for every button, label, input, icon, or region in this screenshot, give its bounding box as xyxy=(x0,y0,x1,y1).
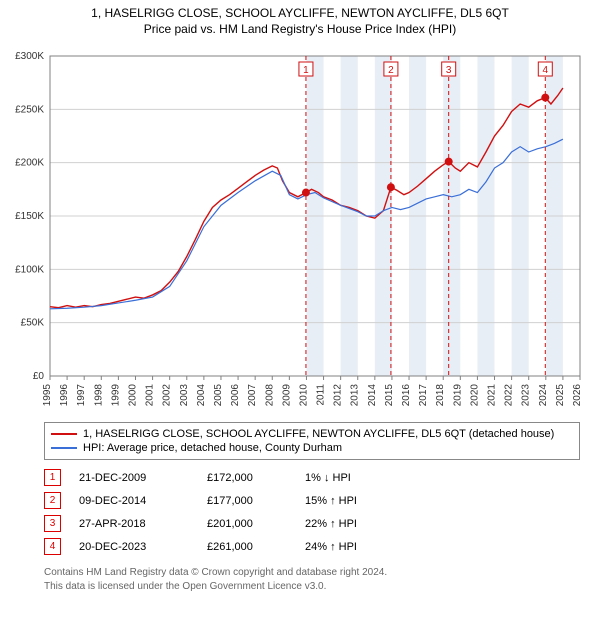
svg-text:1998: 1998 xyxy=(93,384,104,407)
svg-text:2011: 2011 xyxy=(316,384,327,406)
svg-text:2005: 2005 xyxy=(213,384,224,407)
transaction-price: £261,000 xyxy=(207,541,287,553)
transactions-table: 1 21-DEC-2009 £172,000 1% ↓ HPI 2 09-DEC-2014… xyxy=(44,466,580,558)
svg-text:2014: 2014 xyxy=(367,384,378,407)
svg-text:1999: 1999 xyxy=(110,384,121,407)
footer-line-1: Contains HM Land Registry data © Crown c… xyxy=(44,566,580,580)
legend-label: 1, HASELRIGG CLOSE, SCHOOL AYCLIFFE, NEW… xyxy=(83,428,554,440)
svg-text:2021: 2021 xyxy=(487,384,498,407)
svg-text:2: 2 xyxy=(388,65,394,76)
transaction-date: 09-DEC-2014 xyxy=(79,495,189,507)
transaction-vs-hpi: 15% ↑ HPI xyxy=(305,495,415,507)
svg-text:1996: 1996 xyxy=(59,384,70,407)
svg-text:2026: 2026 xyxy=(572,384,583,407)
svg-text:2009: 2009 xyxy=(281,384,292,407)
footer-attribution: Contains HM Land Registry data © Crown c… xyxy=(44,566,580,601)
svg-text:2007: 2007 xyxy=(247,384,258,407)
svg-text:2012: 2012 xyxy=(333,384,344,407)
transaction-price: £201,000 xyxy=(207,518,287,530)
svg-text:£50K: £50K xyxy=(21,318,45,329)
legend-swatch xyxy=(51,433,77,435)
svg-text:2008: 2008 xyxy=(264,384,275,407)
transaction-date: 21-DEC-2009 xyxy=(79,472,189,484)
svg-text:2004: 2004 xyxy=(196,384,207,407)
svg-text:1997: 1997 xyxy=(76,384,87,407)
transaction-price: £177,000 xyxy=(207,495,287,507)
transaction-vs-hpi: 24% ↑ HPI xyxy=(305,541,415,553)
svg-text:2017: 2017 xyxy=(418,384,429,407)
svg-text:2006: 2006 xyxy=(230,384,241,407)
legend-item: HPI: Average price, detached house, Coun… xyxy=(51,441,573,455)
legend-item: 1, HASELRIGG CLOSE, SCHOOL AYCLIFFE, NEW… xyxy=(51,427,573,441)
svg-text:2010: 2010 xyxy=(298,384,309,407)
title-address: 1, HASELRIGG CLOSE, SCHOOL AYCLIFFE, NEW… xyxy=(10,6,590,20)
svg-text:£100K: £100K xyxy=(15,264,44,275)
svg-text:1: 1 xyxy=(303,65,309,76)
svg-text:2022: 2022 xyxy=(504,384,515,407)
svg-text:2023: 2023 xyxy=(521,384,532,407)
transaction-row: 3 27-APR-2018 £201,000 22% ↑ HPI xyxy=(44,512,580,535)
transaction-index: 3 xyxy=(44,515,61,532)
svg-text:2020: 2020 xyxy=(469,384,480,407)
svg-text:2025: 2025 xyxy=(555,384,566,407)
transaction-date: 20-DEC-2023 xyxy=(79,541,189,553)
svg-text:£200K: £200K xyxy=(15,158,44,169)
svg-text:£250K: £250K xyxy=(15,104,44,115)
svg-text:2003: 2003 xyxy=(179,384,190,407)
svg-text:£300K: £300K xyxy=(15,51,44,62)
transaction-date: 27-APR-2018 xyxy=(79,518,189,530)
transaction-index: 1 xyxy=(44,469,61,486)
svg-text:2024: 2024 xyxy=(538,384,549,407)
svg-text:2019: 2019 xyxy=(452,384,463,407)
svg-text:2002: 2002 xyxy=(162,384,173,407)
svg-text:2015: 2015 xyxy=(384,384,395,407)
svg-text:1995: 1995 xyxy=(42,384,53,407)
svg-text:3: 3 xyxy=(446,65,452,76)
transaction-row: 1 21-DEC-2009 £172,000 1% ↓ HPI xyxy=(44,466,580,489)
price-chart: £0 £50K £100K £150K £200K £250K £300K 1995 1996 1… xyxy=(0,38,600,418)
transaction-vs-hpi: 22% ↑ HPI xyxy=(305,518,415,530)
svg-text:4: 4 xyxy=(543,65,549,76)
transaction-index: 4 xyxy=(44,538,61,555)
transaction-row: 2 09-DEC-2014 £177,000 15% ↑ HPI xyxy=(44,489,580,512)
legend-swatch xyxy=(51,447,77,449)
svg-text:£150K: £150K xyxy=(15,211,44,222)
legend: 1, HASELRIGG CLOSE, SCHOOL AYCLIFFE, NEW… xyxy=(44,422,580,460)
transaction-row: 4 20-DEC-2023 £261,000 24% ↑ HPI xyxy=(44,535,580,558)
footer-line-2: This data is licensed under the Open Gov… xyxy=(44,580,580,594)
svg-text:2000: 2000 xyxy=(127,384,138,407)
transaction-index: 2 xyxy=(44,492,61,509)
svg-text:£0: £0 xyxy=(33,371,45,382)
svg-text:2018: 2018 xyxy=(435,384,446,407)
transaction-price: £172,000 xyxy=(207,472,287,484)
transaction-vs-hpi: 1% ↓ HPI xyxy=(305,472,415,484)
legend-label: HPI: Average price, detached house, Coun… xyxy=(83,442,342,454)
title-subtitle: Price paid vs. HM Land Registry's House … xyxy=(10,22,590,36)
svg-text:2016: 2016 xyxy=(401,384,412,407)
svg-text:2013: 2013 xyxy=(350,384,361,407)
svg-text:2001: 2001 xyxy=(145,384,156,407)
